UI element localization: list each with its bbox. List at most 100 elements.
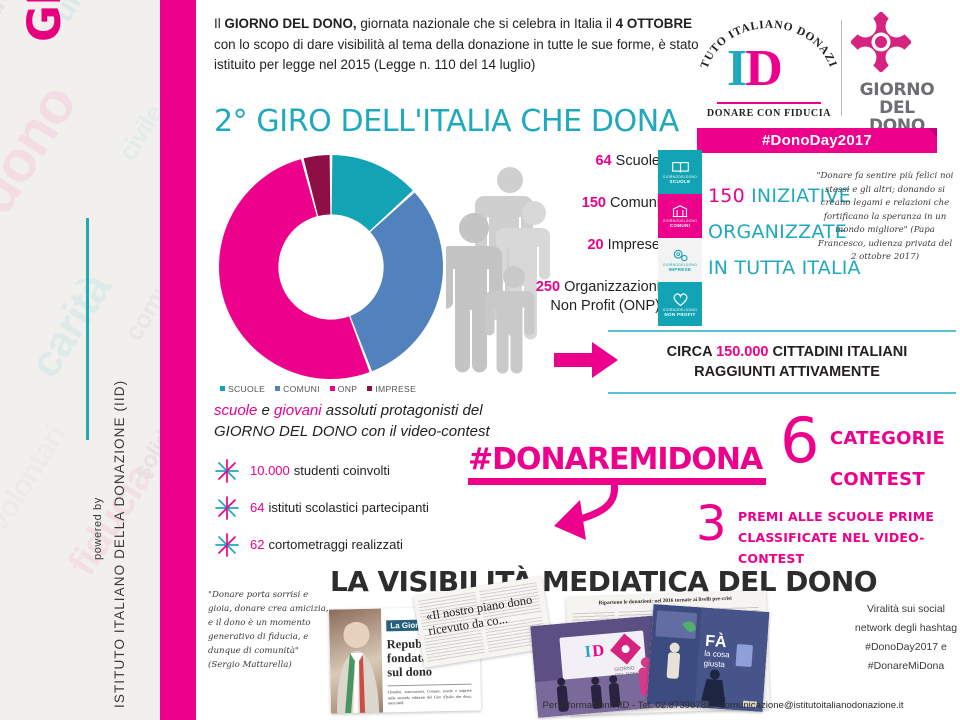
iniziative-word: INIZIATIVE [744,185,851,207]
bullet-label: cortometraggi realizzati [268,537,403,552]
svg-text:la cosa: la cosa [704,649,730,660]
clipping-fa-la-cosa-giusta: FÀ la cosa giusta [646,604,770,712]
donut-slice-comuni [350,192,443,372]
legend-item-scuole: SCUOLE [220,384,265,394]
main-content: Il GIORNO DEL DONO, giornata nazionale c… [196,0,960,720]
curved-arrow-icon [554,481,619,540]
asterisk-icon [215,458,239,483]
iniziative-line1: 150 INIZIATIVE [708,178,861,214]
quote-papa-francesco: "Donare fa sentire più felici noi stessi… [816,171,954,262]
stat-value: 64 [595,153,612,169]
logo-divider [841,20,842,116]
circa-number: 150.000 [716,344,769,360]
organization-label: ISTITUTO ITALIANO DELLA DONAZIONE (IID) [112,379,127,708]
svg-text:I: I [584,642,592,661]
iniziative-number: 150 [708,185,745,207]
asterisk-icon [215,532,239,557]
stage-event-photo: I D GIORNO DEL DONO [530,614,678,718]
stats-list: 64 Scuole 150 Comuni 20 Imprese 250 Orga… [448,152,660,316]
bullet-item: 64 istituti scolastici partecipanti [214,489,544,526]
contest-six-line1: CATEGORIE [830,428,946,449]
intro-part2: giornata nazionale che si celebra in Ita… [356,16,616,31]
iid-letter-i: I [727,40,747,97]
donut-slice-onp [219,159,370,379]
svg-text:FÀ: FÀ [705,631,728,651]
rail-watermark: donazione ufficiale giornata dono civile… [0,0,160,584]
iid-rule [717,102,821,104]
gdd-wordmark: GIORNO DEL DONO [851,81,943,135]
chart-legend: SCUOLE COMUNI ONP IMPRESE [220,384,448,394]
tile-imprese[interactable]: GIORNODELDONO IMPRESE [658,238,702,282]
clipping-stage-photo: I D GIORNO DEL DONO [530,614,678,718]
sg-line2: GIORNO DEL DONO con il video-contest [214,423,490,440]
sg-rest: assoluti protagonisti del [321,402,483,419]
left-rail: donazione ufficiale giornata dono civile… [0,0,160,720]
tile-sub: GIORNODELDONO [662,218,698,223]
stat-value: 150 [581,195,606,211]
heart-icon [673,292,687,306]
iniziative-line2: ORGANIZZATE [708,221,848,243]
contest-number-six: 6 [780,404,820,477]
tile-label: SCUOLE [669,178,691,184]
stat-label: Organizzazioni [564,279,660,295]
section-title: 2° GIRO DELL'ITALIA CHE DONA [214,104,679,139]
clipping-body: Cittadini, associazioni, Comuni, scuole … [387,683,472,708]
intro-part1: Il [214,16,225,31]
building-icon [672,204,688,217]
svg-text:giusta: giusta [703,659,725,670]
gears-icon [673,249,688,262]
bullet-item: 10.000 studenti coinvolti [214,452,544,489]
iid-arc-text: ISTITUTO ITALIANO DONAZIONE [699,12,838,70]
bullet-value: 62 [250,537,265,552]
stat-row: 150 Comuni [448,194,660,213]
donut-chart [219,155,443,379]
tile-label: NON PROFIT [664,311,696,317]
contest-three-line2: CLASSIFICATE NEL VIDEO-CONTEST [738,530,925,566]
viral-text: Viralità sui social network degli hashta… [854,603,958,672]
bullet-value: 64 [250,500,265,515]
scuole-giovani-text: scuole e giovani assoluti protagonisti d… [214,400,544,442]
legend-item-comuni: COMUNI [275,384,320,394]
svg-text:D: D [592,640,606,660]
stat-row: 250 Organizzazioni Non Profit (ONP) [448,278,660,316]
diamond-flower-icon [849,10,913,74]
visibility-title: LA VISIBILITÀ MEDIATICA DEL DONO [330,565,878,598]
giorno-del-dono-logo: GIORNO DEL DONO [849,10,943,135]
tile-comuni[interactable]: GIORNODELDONO COMUNI [658,194,702,238]
sg-pink2: giovani [274,402,322,419]
circa-post: CITTADINI ITALIANI [768,344,908,360]
tile-label: COMUNI [669,222,691,228]
donut-slice-imprese [303,155,331,216]
svg-text:DEL DONO: DEL DONO [615,671,641,679]
tile-sub: GIORNODELDONO [662,174,698,179]
iniziative-block: 150 INIZIATIVE ORGANIZZATE IN TUTTA ITAL… [708,178,861,286]
divider-bottom [608,392,956,394]
legend-item-imprese: IMPRESE [367,384,416,394]
intro-part3: con lo scopo di dare visibilità al tema … [214,36,699,73]
contest-number-three: 3 [696,496,727,552]
contest-six-line2: CONTEST [830,469,925,490]
bullet-label: studenti coinvolti [293,463,390,478]
stat-label-2: Non Profit (ONP) [550,298,660,314]
stat-label: Scuole [615,153,660,169]
circa-block: CIRCA 150.000 CITTADINI ITALIANI RAGGIUN… [618,342,956,382]
tile-non-profit[interactable]: GIORNODELDONO NON PROFIT [658,282,702,326]
divider-top [608,330,956,332]
circa-line2: RAGGIUNTI ATTIVAMENTE [694,364,880,380]
intro-bold2: 4 OTTOBRE [615,16,693,31]
bullet-value: 10.000 [250,463,290,478]
contest-three-text: PREMI ALLE SCUOLE PRIME CLASSIFICATE NEL… [738,506,960,569]
iid-logo: ISTITUTO ITALIANO DONAZIONE ID DONARE CO… [699,10,839,122]
stat-label: Imprese [607,237,660,253]
bullet-list: 10.000 studenti coinvolti 64 istituti scol… [214,452,544,563]
tv-screen-photo: FÀ la cosa giusta [646,604,770,712]
donut-slice-scuole [331,155,413,232]
circa-pre: CIRCA [666,344,717,360]
gdd-line1: GIORNO [859,80,935,100]
tile-scuole[interactable]: GIORNODELDONO SCUOLE [658,150,702,194]
iid-monogram: ID [727,40,783,97]
tile-sub: GIORNODELDONO [662,263,698,267]
contest-three-line1: PREMI ALLE SCUOLE PRIME [738,509,935,524]
rail-divider [86,218,89,440]
